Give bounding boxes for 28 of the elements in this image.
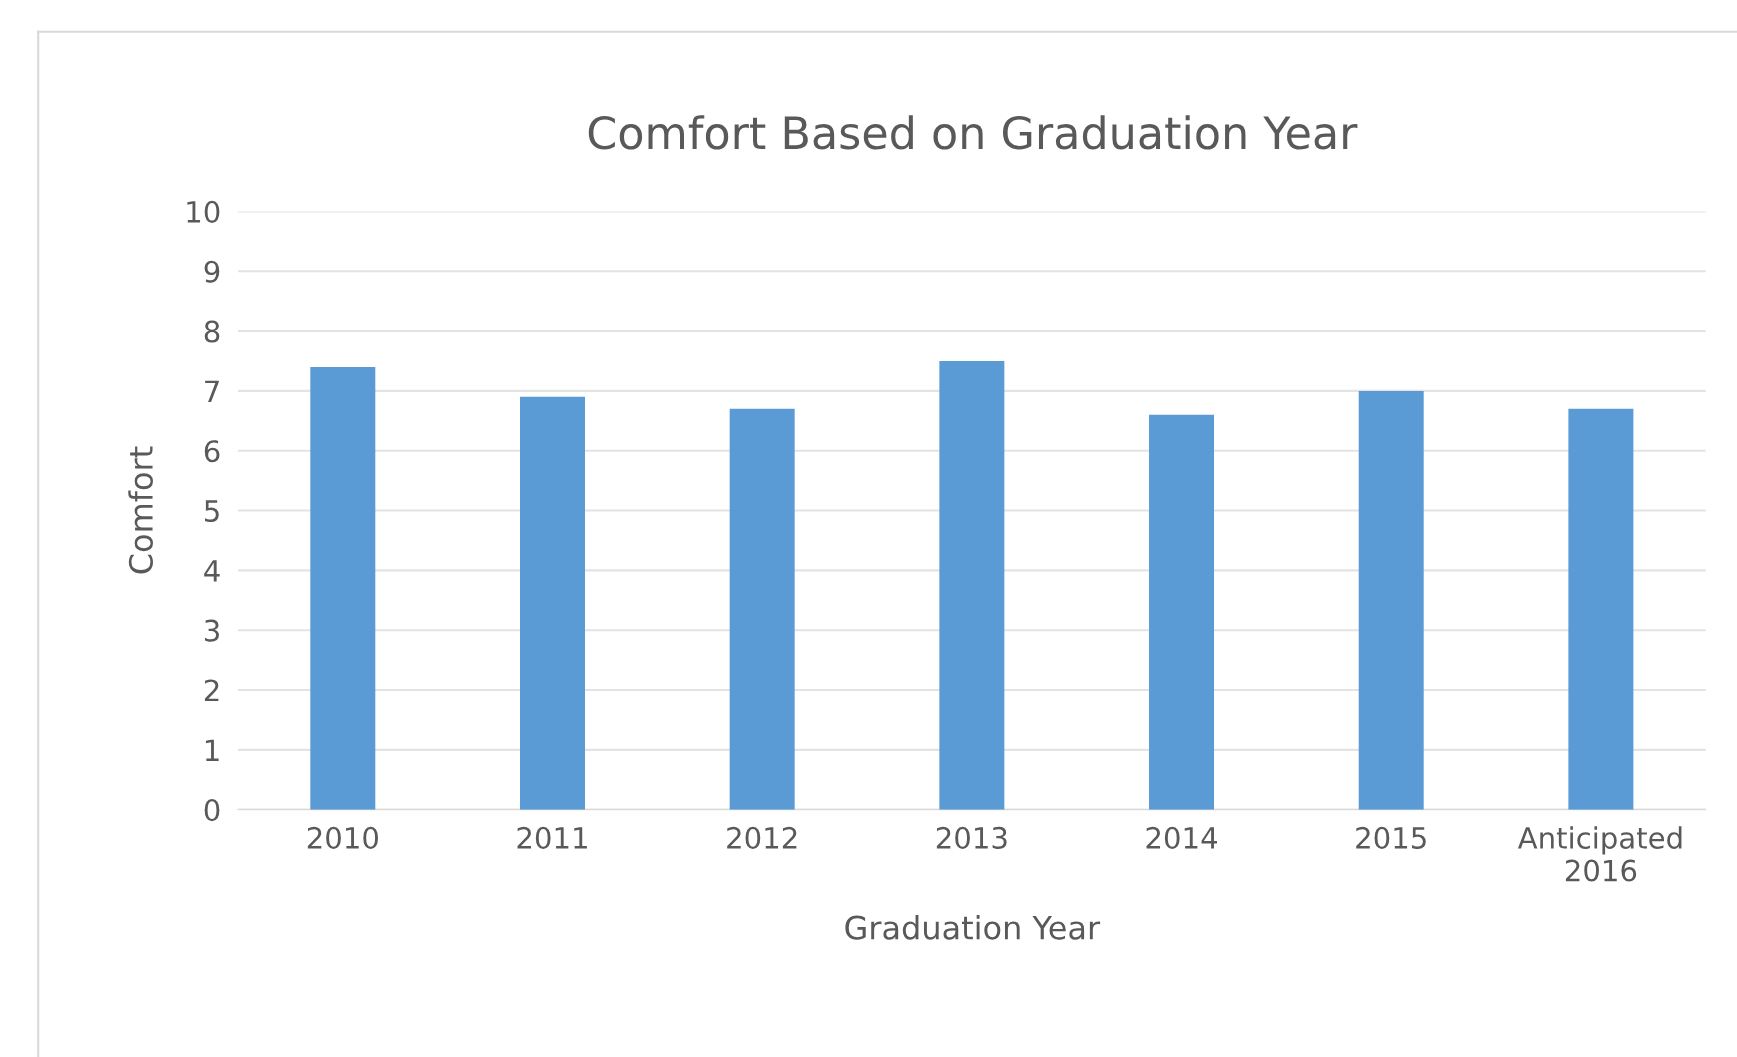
x-tick-label: 2011 [517,826,587,849]
x-tick-label: Anticipated 2016 [1517,826,1682,882]
x-tick-label: 2013 [936,826,1007,849]
y-axis-title: Comfort [128,446,153,574]
x-axis-title: Graduation Year [845,914,1101,940]
x-tick-label: 2015 [1356,826,1426,849]
bar [729,408,795,810]
bar [1358,390,1424,810]
y-tick-label: 8 [204,320,220,343]
y-tick-label: 10 [187,200,220,223]
y-tick-label: 3 [204,619,219,642]
x-tick-label: 2012 [727,826,797,849]
chart-title: Comfort Based on Graduation Year [588,115,1358,150]
bar [310,366,376,810]
y-tick-label: 0 [204,799,220,822]
y-tick-label: 1 [205,739,219,761]
y-tick-label: 2 [204,679,219,702]
bar [1149,414,1215,810]
bar [1568,408,1634,810]
y-tick-label: 4 [204,560,220,582]
y-tick-label: 9 [204,260,220,283]
y-tick-label: 6 [204,440,220,463]
x-tick-label: 2010 [307,826,378,849]
y-tick-label: 5 [205,500,219,523]
x-tick-label: 2014 [1146,826,1218,849]
y-tick-label: 7 [205,380,219,402]
bar [519,396,585,810]
bar [939,360,1005,810]
